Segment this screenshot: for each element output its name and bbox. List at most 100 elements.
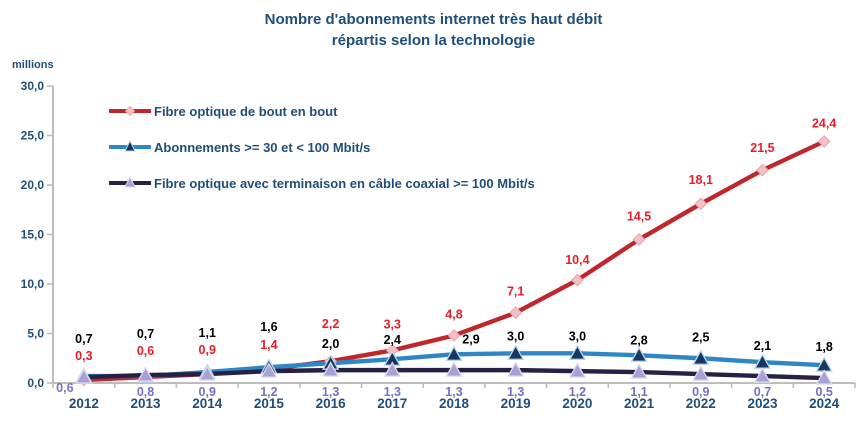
data-marker-s1 [445, 345, 463, 361]
data-label-fibre: 3,3 [384, 317, 401, 331]
x-tick-label: 2012 [69, 396, 99, 411]
chart-title-line2: répartis selon la technologie [331, 32, 536, 49]
data-marker-s2 [260, 362, 278, 378]
data-label-abonnements: 3,0 [569, 329, 586, 343]
data-label-coaxial: 0,6 [56, 381, 73, 395]
x-tick-label: 2021 [624, 396, 655, 411]
y-axis-unit-label: millions [12, 59, 54, 71]
y-tick-label: 25,0 [21, 129, 45, 143]
data-label-coaxial: 1,3 [384, 385, 401, 399]
data-label-coaxial: 1,2 [260, 385, 277, 399]
data-label-fibre: 4,8 [445, 307, 462, 321]
data-label-coaxial: 0,8 [137, 385, 154, 399]
data-label-coaxial: 0,9 [199, 385, 216, 399]
triangle-marker-icon [124, 139, 136, 152]
data-label-fibre: 10,4 [565, 253, 589, 267]
data-marker-s0 [447, 329, 461, 342]
data-marker-s1 [692, 349, 710, 365]
data-label-coaxial: 0,5 [815, 385, 832, 399]
data-marker-s1 [630, 346, 648, 362]
data-label-coaxial: 0,7 [754, 385, 771, 399]
data-marker-s0 [570, 273, 584, 287]
data-label-abonnements: 0,7 [137, 327, 154, 341]
y-tick-label: 20,0 [21, 178, 45, 192]
x-tick-label: 2013 [131, 396, 162, 411]
legend-item-abonnements-30-100: Abonnements >= 30 et < 100 Mbit/s [108, 139, 535, 155]
x-tick-label: 2015 [254, 396, 285, 411]
data-marker-s2 [692, 365, 710, 381]
data-marker-s0 [817, 135, 831, 148]
legend-item-label: Abonnements >= 30 et < 100 Mbit/s [154, 139, 371, 155]
data-label-abonnements: 2,4 [384, 333, 401, 347]
data-label-fibre: 1,4 [260, 338, 277, 352]
data-label-fibre: 14,5 [627, 209, 651, 223]
data-label-abonnements: 2,5 [692, 330, 709, 344]
data-marker-s2 [630, 363, 648, 379]
legend-item-fibre-bout-en-bout: Fibre optique de bout en bout [108, 103, 535, 119]
data-label-fibre: 0,6 [137, 344, 154, 358]
data-marker-s2 [322, 361, 340, 377]
y-tick-label: 30,0 [21, 79, 45, 93]
data-label-abonnements: 2,8 [630, 333, 647, 347]
data-label-fibre: 0,3 [75, 349, 92, 363]
chart-title: Nombre d'abonnements internet très haut … [0, 9, 867, 51]
x-tick-label: 2016 [316, 396, 347, 411]
x-tick-label: 2019 [501, 396, 531, 411]
legend: Fibre optique de bout en bout Abonnement… [108, 103, 535, 191]
data-label-coaxial: 1,1 [630, 385, 647, 399]
y-tick-label: 0,0 [27, 376, 44, 390]
data-marker-s0 [756, 163, 769, 177]
legend-line-marker-icon [109, 139, 151, 152]
data-label-abonnements: 3,0 [507, 329, 524, 343]
legend-item-fibre-coaxial: Fibre optique avec terminaison en câble … [108, 175, 535, 191]
y-tick-label: 5,0 [27, 327, 44, 341]
data-label-fibre: 2,2 [322, 317, 339, 331]
data-label-abonnements: 1,1 [199, 326, 216, 340]
x-tick-label: 2024 [809, 396, 840, 411]
data-label-coaxial: 1,3 [445, 385, 462, 399]
data-label-coaxial: 1,3 [507, 385, 524, 399]
legend-item-label: Fibre optique de bout en bout [154, 103, 338, 119]
data-marker-s2 [136, 366, 155, 382]
data-marker-s2 [445, 361, 463, 377]
diamond-marker-icon [124, 105, 136, 117]
x-tick-label: 2018 [439, 396, 470, 411]
x-tick-label: 2023 [747, 396, 778, 411]
data-label-fibre: 7,1 [507, 285, 524, 299]
data-label-abonnements: 0,7 [75, 332, 92, 346]
legend-line-marker-icon [109, 105, 151, 117]
data-marker-s2 [815, 369, 833, 385]
data-label-abonnements: 2,9 [462, 332, 479, 346]
legend-item-label: Fibre optique avec terminaison en câble … [154, 175, 535, 191]
x-tick-label: 2014 [192, 396, 223, 411]
data-label-fibre: 0,9 [199, 343, 216, 357]
data-label-fibre: 18,1 [689, 173, 713, 187]
legend-line-marker-icon [109, 175, 151, 188]
data-label-abonnements: 1,8 [815, 340, 832, 354]
data-marker-s2 [75, 368, 93, 384]
data-marker-s2 [383, 361, 401, 377]
data-marker-s0 [694, 197, 708, 211]
x-tick-label: 2022 [686, 396, 716, 411]
data-label-abonnements: 2,0 [322, 337, 339, 351]
data-label-coaxial: 1,2 [569, 385, 586, 399]
data-label-coaxial: 1,3 [322, 385, 339, 399]
y-tick-label: 10,0 [21, 277, 45, 291]
data-marker-s1 [568, 344, 586, 360]
data-marker-s2 [568, 362, 586, 378]
data-label-fibre: 21,5 [750, 141, 774, 155]
data-label-abonnements: 2,1 [754, 339, 771, 353]
data-marker-s2 [507, 361, 525, 377]
y-tick-label: 15,0 [21, 228, 45, 242]
x-tick-label: 2017 [377, 396, 407, 411]
data-label-abonnements: 1,6 [260, 320, 277, 334]
triangle-marker-icon [124, 175, 136, 188]
data-marker-s0 [509, 306, 523, 320]
x-tick-label: 2020 [562, 396, 592, 411]
chart-title-line1: Nombre d'abonnements internet très haut … [264, 11, 603, 28]
data-marker-s1 [507, 344, 525, 360]
data-marker-s2 [198, 365, 216, 381]
data-label-fibre: 24,4 [812, 116, 836, 130]
